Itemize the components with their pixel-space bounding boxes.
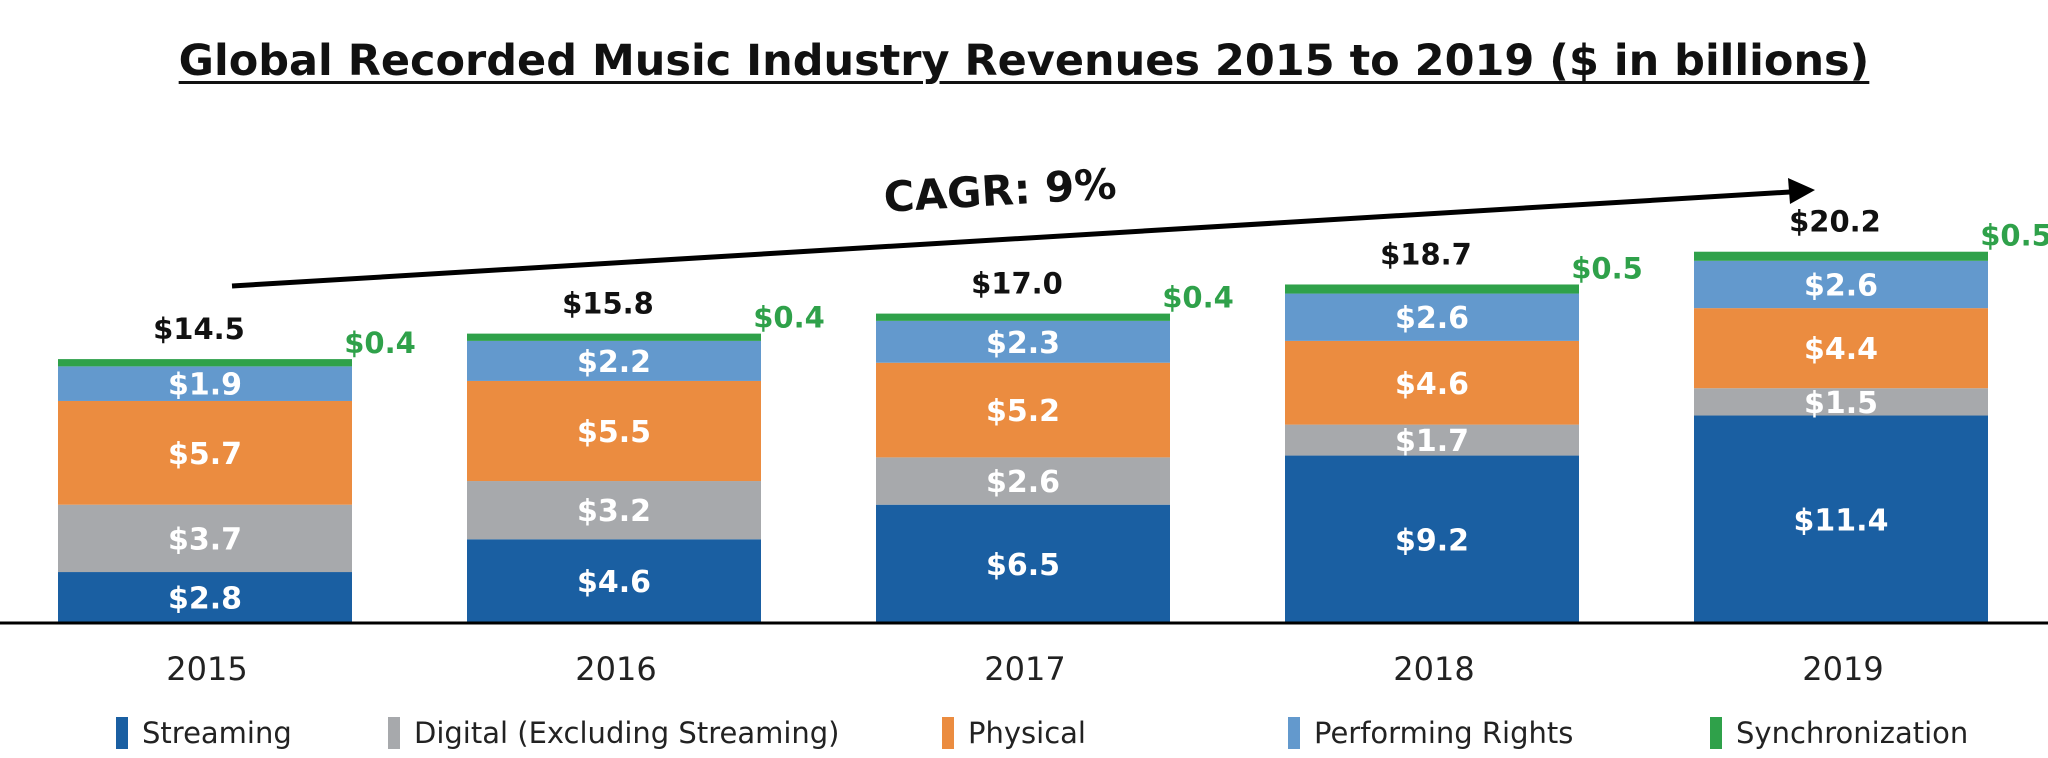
cagr-arrow-head xyxy=(1788,178,1815,204)
bar-data-label: $2.6 xyxy=(1804,268,1878,303)
bar-segment xyxy=(876,362,1170,458)
bar-segment xyxy=(58,359,352,367)
legend-item: Digital (Excluding Streaming) xyxy=(388,716,840,750)
legend-label: Digital (Excluding Streaming) xyxy=(414,716,840,750)
sync-data-label: $0.4 xyxy=(753,301,825,335)
chart-title: Global Recorded Music Industry Revenues … xyxy=(178,36,1870,86)
total-label: $18.7 xyxy=(1380,237,1472,271)
bar-data-label: $1.9 xyxy=(168,368,242,403)
legend-label: Streaming xyxy=(142,716,292,750)
bar-data-label: $1.7 xyxy=(1395,424,1469,459)
bar-segment xyxy=(1694,308,1988,389)
total-label: $14.5 xyxy=(153,312,245,346)
bar-data-label: $11.4 xyxy=(1794,503,1889,538)
bar-segment xyxy=(467,340,761,381)
bar-data-label: $2.3 xyxy=(986,326,1060,361)
bar-data-label: $6.5 xyxy=(986,548,1060,583)
total-label: $20.2 xyxy=(1789,205,1881,239)
bar-segment xyxy=(1285,340,1579,425)
sync-data-label: $0.4 xyxy=(1162,281,1234,315)
bar-segment xyxy=(876,313,1170,321)
legend-label: Performing Rights xyxy=(1314,716,1574,750)
legend-item: Synchronization xyxy=(1710,716,1968,750)
x-tick-label: 2018 xyxy=(1393,650,1474,688)
total-label: $17.0 xyxy=(971,267,1063,301)
cagr-arrow-line xyxy=(231,189,1791,289)
bar-data-label: $2.2 xyxy=(577,345,651,380)
chart-legend: Streaming Digital (Excluding Streaming) Ph… xyxy=(0,716,2048,756)
bar-data-label: $4.6 xyxy=(1395,367,1469,402)
x-tick-label: 2017 xyxy=(984,650,1065,688)
bar-segment xyxy=(1285,424,1579,456)
bar-data-label: $4.6 xyxy=(577,565,651,600)
bar-segment xyxy=(58,504,352,573)
bar-segment xyxy=(1694,415,1988,623)
chart-plot: CAGR: 9% $2.8 $3.7 $5.7 $1.9 $0.4 $14.5 2015 $4.… xyxy=(0,159,2048,688)
bar-segment xyxy=(58,366,352,401)
bar-segment xyxy=(58,400,352,505)
bar-segment xyxy=(876,504,1170,623)
bar-data-label: $5.5 xyxy=(577,415,651,450)
bar-data-label: $2.6 xyxy=(986,465,1060,500)
bar-data-label: $2.6 xyxy=(1395,301,1469,336)
sync-data-label: $0.5 xyxy=(1571,251,1643,285)
legend-swatch xyxy=(116,717,128,749)
legend-label: Synchronization xyxy=(1736,716,1969,750)
total-label: $15.8 xyxy=(562,287,654,321)
x-tick-label: 2016 xyxy=(575,650,656,688)
legend-label: Physical xyxy=(968,716,1086,750)
bar-segment xyxy=(58,572,352,623)
bar-data-label: $3.7 xyxy=(168,522,242,557)
bar-segment xyxy=(1694,388,1988,416)
bar-segment xyxy=(467,539,761,623)
bar-data-label: $9.2 xyxy=(1395,523,1469,558)
bar-segment xyxy=(1694,251,1988,261)
bar-data-label: $1.5 xyxy=(1804,386,1878,421)
bar-data-label: $4.4 xyxy=(1804,332,1878,367)
bar-segment xyxy=(1285,284,1579,294)
bar-segment xyxy=(876,457,1170,505)
sync-data-label: $0.5 xyxy=(1980,219,2048,253)
bar-data-label: $2.8 xyxy=(168,582,242,617)
cagr-label: CAGR: 9% xyxy=(882,159,1117,222)
x-tick-label: 2015 xyxy=(166,650,247,688)
bar-segment xyxy=(467,481,761,540)
x-tick-label: 2019 xyxy=(1802,650,1883,688)
legend-item: Performing Rights xyxy=(1288,716,1573,750)
bar-segment xyxy=(1694,260,1988,309)
legend-swatch xyxy=(1710,717,1722,749)
sync-data-label: $0.4 xyxy=(344,326,416,360)
bar-data-label: $3.2 xyxy=(577,494,651,529)
legend-swatch xyxy=(942,717,954,749)
bar-segment xyxy=(467,380,761,482)
bar-data-label: $5.2 xyxy=(986,394,1060,429)
bar-segment xyxy=(876,320,1170,363)
bar-segment xyxy=(467,333,761,341)
legend-swatch xyxy=(1288,717,1300,749)
bar-segment xyxy=(1285,455,1579,623)
bar-data-label: $5.7 xyxy=(168,437,242,472)
bar-segment xyxy=(1285,293,1579,341)
legend-item: Physical xyxy=(942,716,1086,750)
legend-swatch xyxy=(388,717,400,749)
legend-item: Streaming xyxy=(116,716,292,750)
